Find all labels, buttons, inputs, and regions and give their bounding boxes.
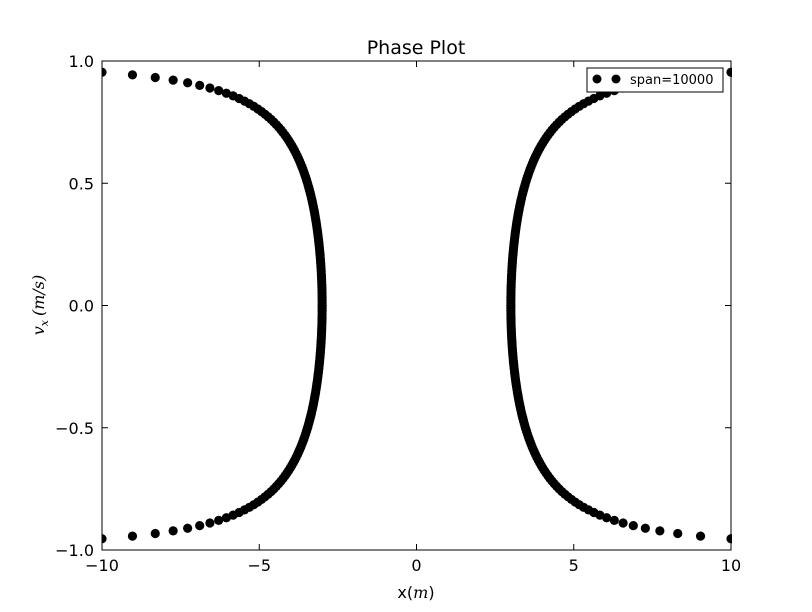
legend-marker-2	[611, 74, 621, 84]
data-points	[102, 67, 732, 544]
data-point	[183, 523, 193, 533]
legend: span=10000	[586, 67, 724, 93]
data-point	[628, 521, 638, 531]
legend-label: span=10000	[630, 73, 713, 88]
chart-title: Phase Plot	[367, 37, 466, 59]
y-tick-label: −0.5	[55, 419, 94, 438]
x-axis-label: x(m)	[397, 583, 434, 602]
data-point	[602, 513, 612, 523]
data-point	[221, 513, 231, 523]
data-point	[618, 518, 628, 528]
y-tick-label: −1.0	[55, 541, 94, 560]
y-tick-labels: −1.0 −0.5 0.0 0.5 1.0	[55, 52, 94, 560]
x-tick-label: 5	[569, 556, 579, 575]
legend-box	[586, 67, 724, 93]
data-point	[655, 526, 665, 536]
plot-area	[101, 60, 732, 551]
data-point	[150, 72, 160, 83]
data-point	[609, 515, 619, 525]
data-point	[195, 80, 205, 90]
x-tick-label: −5	[247, 556, 271, 575]
data-point	[221, 88, 231, 98]
data-point	[214, 515, 224, 525]
data-point	[168, 75, 178, 85]
legend-marker-1	[592, 74, 602, 84]
data-point	[183, 78, 193, 88]
data-point	[673, 528, 683, 539]
data-point	[168, 526, 178, 536]
x-tick-label: 10	[721, 556, 741, 575]
data-point	[102, 67, 107, 77]
data-point	[205, 83, 215, 93]
data-point	[150, 528, 160, 539]
data-point	[195, 521, 205, 531]
svg-text:vx(m/s): vx(m/s)	[29, 275, 51, 336]
data-point	[214, 86, 224, 96]
y-axis-label: vx(m/s)	[29, 275, 51, 336]
y-tick-label: 1.0	[69, 52, 94, 71]
data-point	[695, 531, 706, 541]
data-point	[205, 518, 215, 528]
x-tick-label: −10	[85, 556, 119, 575]
y-tick-label: 0.5	[69, 174, 94, 193]
axis-ticks	[101, 60, 732, 551]
data-point	[640, 523, 650, 533]
data-point	[102, 534, 107, 544]
x-tick-label: 0	[411, 556, 421, 575]
data-point	[127, 70, 138, 80]
x-tick-labels: −10 −5 0 5 10	[85, 556, 741, 575]
data-point	[127, 531, 138, 541]
y-tick-label: 0.0	[69, 297, 94, 316]
